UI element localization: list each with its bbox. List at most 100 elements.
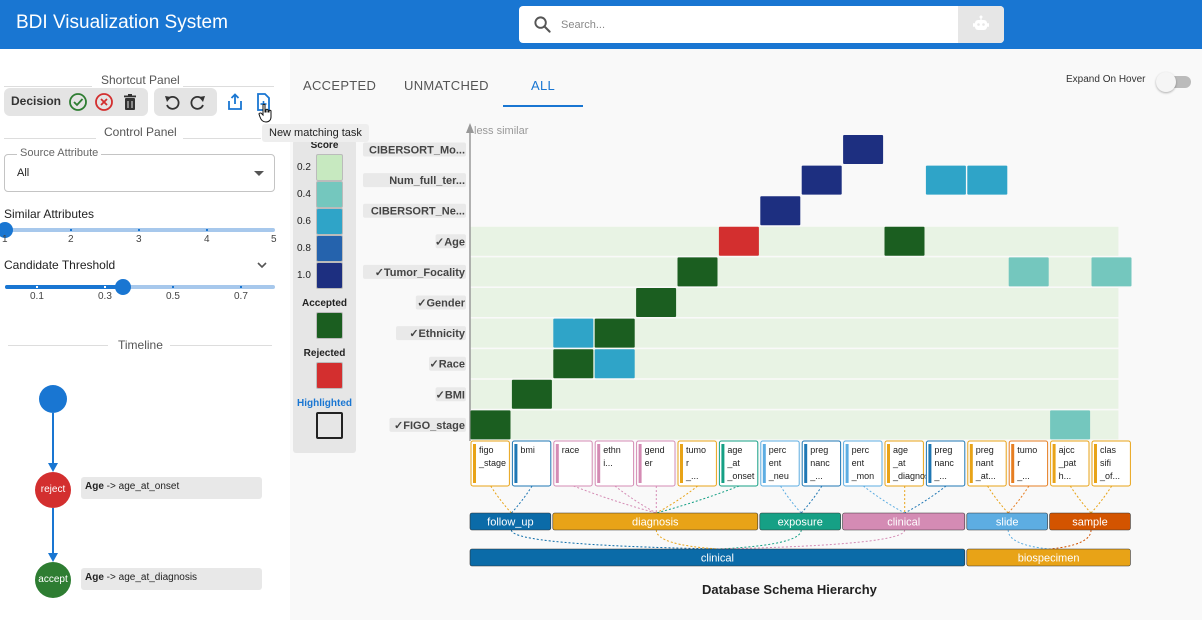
- divider: [8, 345, 108, 346]
- row-label-bg: [363, 142, 466, 157]
- dropdown-arrow-icon: [254, 171, 264, 176]
- column-label-line: nant: [976, 458, 994, 468]
- row-label-bg: [363, 173, 466, 188]
- legend-swatch: [316, 208, 343, 235]
- heatmap-cell: [801, 165, 842, 195]
- slider-track[interactable]: [5, 228, 275, 232]
- axis-note: less similar: [474, 125, 529, 137]
- legend-swatch: [316, 235, 343, 262]
- column-label-line: ajcc: [1059, 445, 1076, 455]
- row-label-bg: [363, 203, 466, 218]
- chevron-down-icon[interactable]: [256, 260, 268, 270]
- timeline-arrow: ->: [103, 572, 119, 583]
- column-label-line: _at: [892, 458, 906, 468]
- tab-unmatched[interactable]: UNMATCHED: [404, 78, 489, 93]
- y-axis-arrow: [466, 123, 474, 133]
- row-label: ✓Race: [429, 359, 465, 371]
- heatmap-cell: [925, 165, 966, 195]
- timeline-node-label: accept: [38, 574, 68, 585]
- column-label-line: _at: [726, 458, 740, 468]
- toggle-thumb[interactable]: [1156, 72, 1176, 92]
- slider-tick-label: 0.1: [30, 291, 44, 302]
- control-panel-title: Control Panel: [104, 125, 177, 139]
- category-connector: [1007, 529, 1050, 550]
- slider-track[interactable]: [5, 285, 275, 289]
- assistant-button[interactable]: [958, 6, 1004, 43]
- category-connector: [718, 529, 906, 550]
- divider: [183, 86, 274, 87]
- row-label: ✓Ethnicity: [409, 328, 466, 340]
- column-label: perc ent _neu: [768, 445, 789, 481]
- tab-all[interactable]: ALL: [531, 78, 556, 93]
- column-label-line: bmi: [520, 445, 535, 455]
- column-leaf-marker: [680, 444, 683, 483]
- column-label-line: figo: [479, 445, 494, 455]
- delete-icon[interactable]: [120, 92, 140, 112]
- column-label-line: tumo: [686, 445, 706, 455]
- redo-icon[interactable]: [188, 92, 208, 112]
- column-label-line: gend: [645, 445, 665, 455]
- heatmap-cell: [884, 226, 925, 256]
- shortcut-panel-title: Shortcut Panel: [101, 73, 180, 87]
- column-label-line: age: [727, 445, 742, 455]
- source-attribute-label: Source Attribute: [17, 147, 102, 159]
- slider-tick: [240, 286, 242, 288]
- group-bar: [469, 548, 966, 567]
- leaf-connector: [614, 485, 657, 514]
- column-label-line: _...: [933, 471, 947, 481]
- column-label-line: sifi: [1100, 458, 1111, 468]
- column-label: bmi: [520, 445, 535, 455]
- legend-highlighted-title: Highlighted: [297, 398, 352, 409]
- legend-tick: 1.0: [297, 270, 311, 281]
- row-label-bg: [435, 234, 466, 249]
- history-group: [154, 88, 217, 116]
- column-label-line: nanc: [810, 458, 830, 468]
- timeline-node[interactable]: reject: [35, 472, 71, 508]
- column-label-line: _at...: [975, 471, 996, 481]
- slider-tick-label: 0.3: [98, 291, 112, 302]
- search-input[interactable]: [561, 6, 951, 43]
- divider: [4, 86, 92, 87]
- column-leaf: [594, 440, 635, 487]
- slider-tick-label: 2: [68, 234, 74, 245]
- column-leaf-marker: [762, 444, 766, 483]
- similar-attributes-label: Similar Attributes: [4, 207, 95, 221]
- reject-icon[interactable]: [94, 92, 114, 112]
- slider-thumb[interactable]: [0, 222, 13, 238]
- accept-icon[interactable]: [68, 92, 88, 112]
- heatmap-cell: [967, 165, 1008, 195]
- column-leaf-marker: [804, 444, 808, 483]
- slider-thumb[interactable]: [115, 279, 131, 295]
- column-label-line: _pat: [1058, 458, 1077, 468]
- column-label-line: _stage: [478, 458, 506, 468]
- legend-tick: 0.4: [297, 189, 311, 200]
- export-icon[interactable]: [225, 92, 245, 112]
- search-icon: [534, 16, 551, 33]
- column-leaf-marker: [1011, 444, 1015, 483]
- row-label-bg: [363, 264, 466, 279]
- column-label: gend er: [645, 445, 665, 468]
- group-bar: [966, 548, 1131, 567]
- slider-fill: [5, 285, 123, 289]
- search-bar[interactable]: [519, 6, 1004, 43]
- legend-swatch: [316, 181, 343, 208]
- divider: [183, 138, 261, 139]
- column-leaf-marker: [473, 444, 476, 483]
- slider-tick: [172, 286, 174, 288]
- tab-accepted[interactable]: ACCEPTED: [303, 78, 377, 93]
- column-leaf: [967, 440, 1007, 487]
- timeline-node[interactable]: accept: [35, 562, 71, 598]
- source-attribute-select[interactable]: Source Attribute All: [4, 147, 275, 192]
- column-label-line: _...: [1016, 471, 1030, 481]
- column-label: preg nanc _...: [809, 445, 830, 481]
- legend-accepted-title: Accepted: [301, 298, 347, 309]
- timeline-card: Age -> age_at_diagnosis: [81, 568, 262, 590]
- category-bar-label: sample: [1072, 517, 1107, 529]
- column-label: perc ent _mon: [851, 445, 875, 481]
- undo-icon[interactable]: [162, 92, 182, 112]
- row-background: [470, 288, 1119, 317]
- heatmap-cell: [553, 349, 594, 379]
- column-leaf-marker: [928, 444, 932, 483]
- column-label-line: tumo: [1017, 445, 1037, 455]
- decision-label: Decision: [11, 94, 62, 108]
